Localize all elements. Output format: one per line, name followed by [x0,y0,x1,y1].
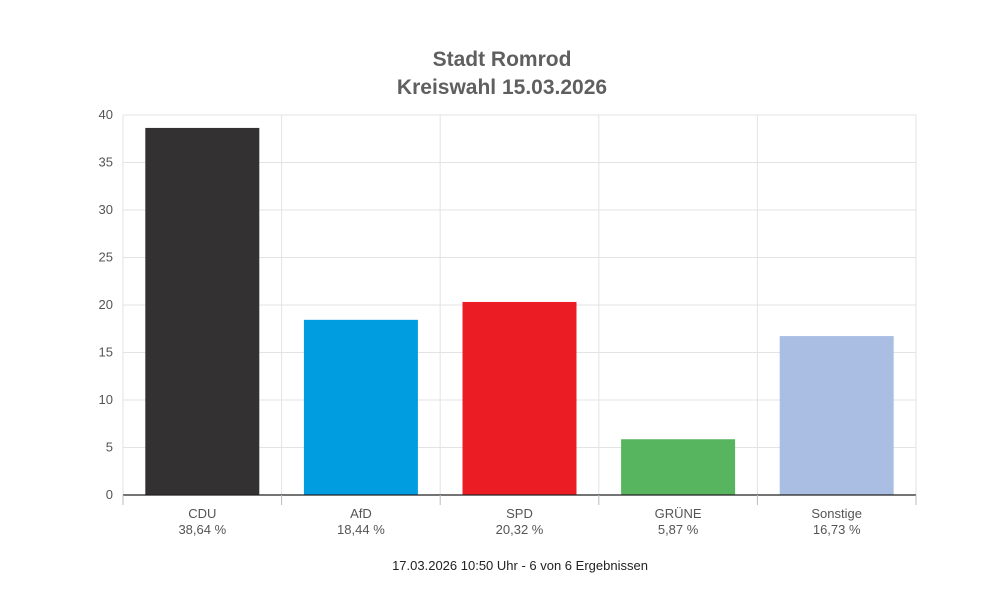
bars [145,127,894,496]
footer-status: 17.03.2026 10:50 Uhr - 6 von 6 Ergebniss… [392,558,648,573]
data-label: 20,32 % [496,522,544,537]
y-tick-label: 35 [99,155,113,170]
bar-cdu [145,127,260,496]
data-label: 38,64 % [178,522,226,537]
y-tick-label: 15 [99,345,113,360]
data-label: 16,73 % [813,522,861,537]
y-tick-label: 40 [99,107,113,122]
y-tick-label: 10 [99,392,113,407]
bar-spd [462,301,577,495]
y-tick-label: 30 [99,202,113,217]
bar-afd [303,319,418,495]
chart-subtitle: Kreiswahl 15.03.2026 [397,76,607,99]
x-tick-label: AfD [350,506,372,521]
x-tick-label: Sonstige [811,506,862,521]
x-tick-label: SPD [506,506,533,521]
y-axis: 0 5 10 15 20 25 30 35 40 [99,107,113,502]
y-tick-label: 0 [106,487,113,502]
bar-gr-ne [621,439,736,495]
y-tick-label: 20 [99,297,113,312]
data-label: 18,44 % [337,522,385,537]
x-tick-label: CDU [188,506,216,521]
chart-title: Stadt Romrod [433,48,572,71]
y-tick-label: 25 [99,250,113,265]
bar-sonstige [779,336,894,495]
x-tick-label: GRÜNE [655,506,702,521]
data-label: 5,87 % [658,522,699,537]
y-tick-label: 5 [106,440,113,455]
